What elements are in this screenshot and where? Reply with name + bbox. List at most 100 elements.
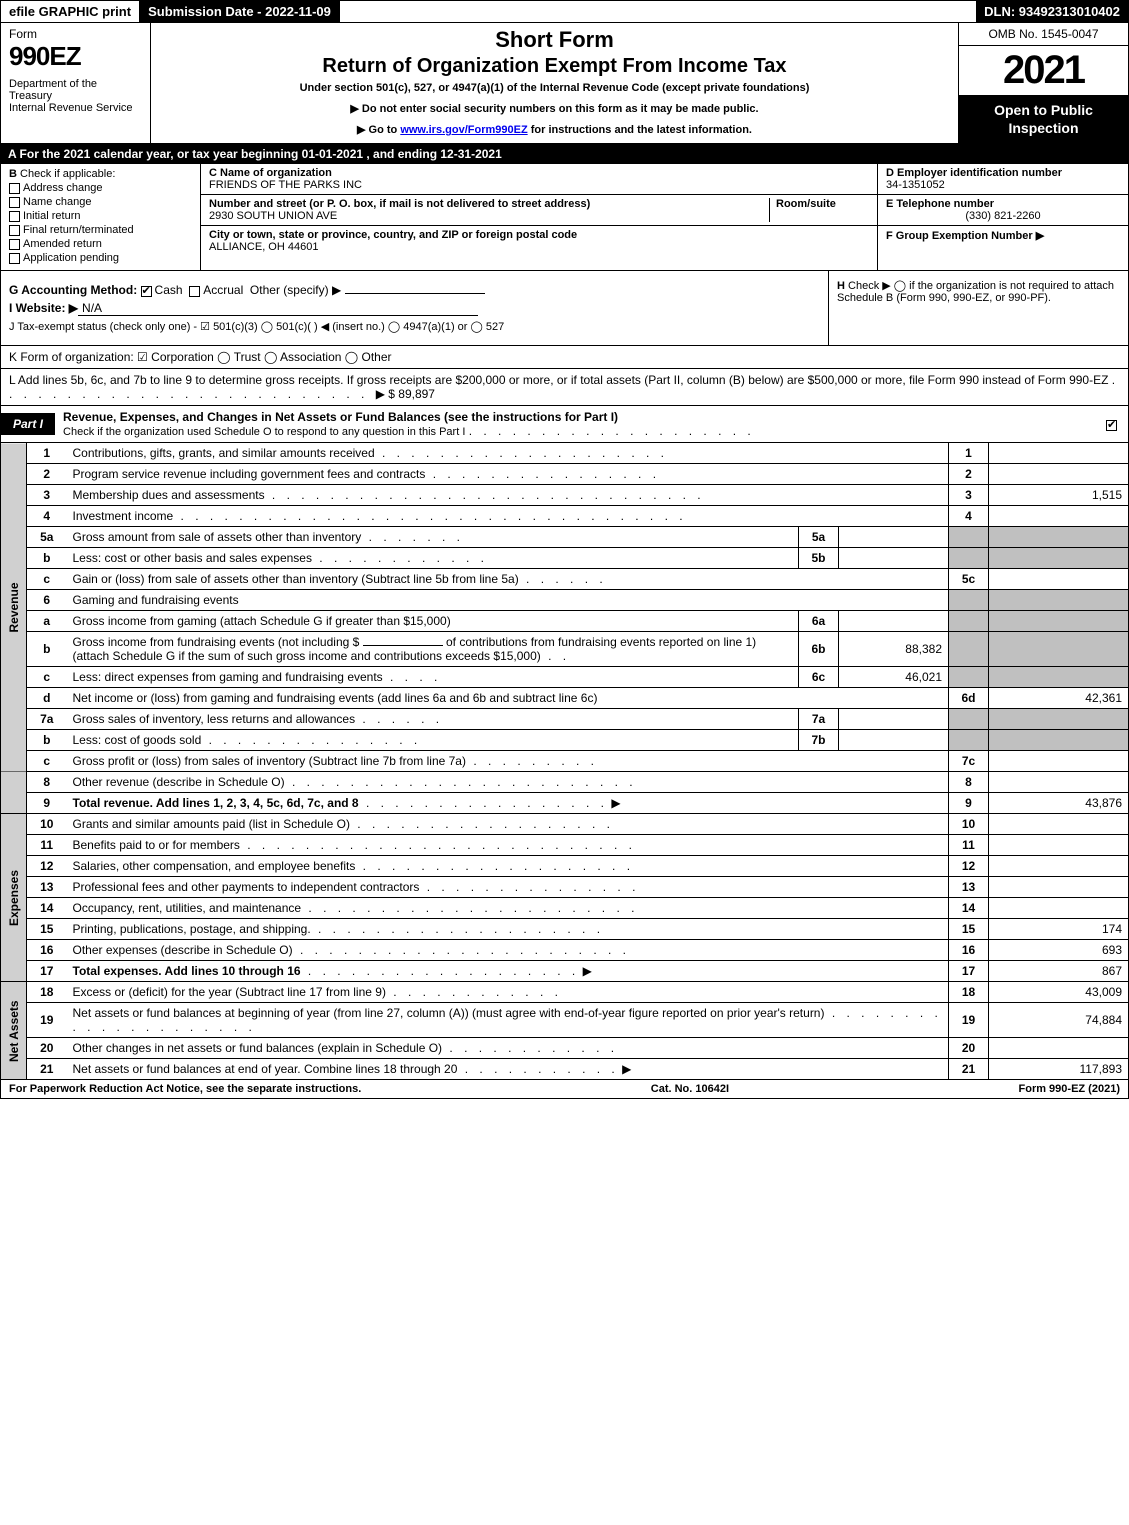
- ln6a-val: [989, 611, 1129, 632]
- efile-label[interactable]: efile GRAPHIC print: [1, 1, 140, 22]
- ln6a-num: a: [27, 611, 67, 632]
- ln18-rnum: 18: [949, 982, 989, 1003]
- subtitle: Under section 501(c), 527, or 4947(a)(1)…: [159, 82, 950, 94]
- chk-initial-return[interactable]: Initial return: [9, 210, 192, 222]
- ein-value: 34-1351052: [886, 179, 1120, 191]
- ln6d-desc: Net income or (loss) from gaming and fun…: [73, 691, 598, 705]
- topbar-spacer: [340, 1, 976, 22]
- ln2-desc: Program service revenue including govern…: [73, 467, 426, 481]
- ln17-rnum: 17: [949, 961, 989, 982]
- chk-name-change[interactable]: Name change: [9, 196, 192, 208]
- ln18-num: 18: [27, 982, 67, 1003]
- ln5a-desc: Gross amount from sale of assets other t…: [73, 530, 362, 544]
- ln6c-num: c: [27, 667, 67, 688]
- note-ssn: ▶ Do not enter social security numbers o…: [159, 102, 950, 115]
- other-label: Other (specify) ▶: [250, 283, 341, 297]
- chk-address-change[interactable]: Address change: [9, 182, 192, 194]
- ln19-rnum: 19: [949, 1003, 989, 1038]
- ln6b-desc1: Gross income from fundraising events (no…: [73, 635, 360, 649]
- ln6a-sv: [839, 611, 949, 632]
- ln8-desc: Other revenue (describe in Schedule O): [73, 775, 285, 789]
- ln19-val: 74,884: [989, 1003, 1129, 1038]
- part1-label: Part I: [1, 413, 55, 435]
- ln6b-sv: 88,382: [839, 632, 949, 667]
- chk-accrual[interactable]: [189, 286, 200, 297]
- ln5b-val: [989, 548, 1129, 569]
- row-a-tax-year: A For the 2021 calendar year, or tax yea…: [0, 144, 1129, 164]
- ln9-arrow: ▶: [611, 796, 620, 810]
- row-k: K Form of organization: ☑ Corporation ◯ …: [0, 346, 1129, 369]
- ln17-desc: Total expenses. Add lines 10 through 16: [73, 964, 301, 978]
- ln15-val: 174: [989, 919, 1129, 940]
- ln12-desc: Salaries, other compensation, and employ…: [73, 859, 356, 873]
- chk-application-pending[interactable]: Application pending: [9, 252, 192, 264]
- revenue-tab-cont: [1, 772, 27, 814]
- ln10-rnum: 10: [949, 814, 989, 835]
- dln-label: DLN: 93492313010402: [976, 1, 1128, 22]
- ln17-arrow: ▶: [583, 964, 592, 978]
- ln6b-blank[interactable]: [363, 645, 443, 646]
- ln6d-val: 42,361: [989, 688, 1129, 709]
- ln5c-desc: Gain or (loss) from sale of assets other…: [73, 572, 519, 586]
- ln6c-sl: 6c: [799, 667, 839, 688]
- ln5c-rnum: 5c: [949, 569, 989, 590]
- open-public-badge: Open to Public Inspection: [959, 95, 1128, 143]
- accrual-label: Accrual: [203, 283, 243, 297]
- ln6b-rnum: [949, 632, 989, 667]
- accounting-method: G Accounting Method: Cash Accrual Other …: [9, 283, 820, 297]
- ln2-val: [989, 464, 1129, 485]
- ln2-rnum: 2: [949, 464, 989, 485]
- part1-table: Revenue 1 Contributions, gifts, grants, …: [0, 443, 1129, 1080]
- b-check-if: Check if applicable:: [20, 168, 115, 180]
- ln14-rnum: 14: [949, 898, 989, 919]
- ln17-val: 867: [989, 961, 1129, 982]
- ln6-num: 6: [27, 590, 67, 611]
- h-text: Check ▶ ◯ if the organization is not req…: [837, 280, 1114, 304]
- ln9-desc: Total revenue. Add lines 1, 2, 3, 4, 5c,…: [73, 796, 359, 810]
- top-bar: efile GRAPHIC print Submission Date - 20…: [0, 0, 1129, 23]
- ein-label: D Employer identification number: [886, 167, 1120, 179]
- ln19-num: 19: [27, 1003, 67, 1038]
- ln21-num: 21: [27, 1059, 67, 1080]
- ln20-val: [989, 1038, 1129, 1059]
- ln6c-rnum: [949, 667, 989, 688]
- ln4-num: 4: [27, 506, 67, 527]
- ln7c-val: [989, 751, 1129, 772]
- revenue-tab: Revenue: [1, 443, 27, 772]
- chk-final-return[interactable]: Final return/terminated: [9, 224, 192, 236]
- part1-checkbox[interactable]: [1098, 413, 1128, 435]
- ln6a-rnum: [949, 611, 989, 632]
- h-label: H: [837, 280, 845, 292]
- chk-amended-return[interactable]: Amended return: [9, 238, 192, 250]
- ln5a-sl: 5a: [799, 527, 839, 548]
- ln7a-num: 7a: [27, 709, 67, 730]
- ln5a-val: [989, 527, 1129, 548]
- irs-link[interactable]: www.irs.gov/Form990EZ: [400, 124, 527, 136]
- ln7b-val: [989, 730, 1129, 751]
- l-text: L Add lines 5b, 6c, and 7b to line 9 to …: [9, 373, 1108, 387]
- ln7b-rnum: [949, 730, 989, 751]
- ln15-rnum: 15: [949, 919, 989, 940]
- ln10-num: 10: [27, 814, 67, 835]
- ln12-num: 12: [27, 856, 67, 877]
- chk-final-return-label: Final return/terminated: [23, 224, 134, 236]
- form-number: 990EZ: [9, 41, 142, 72]
- ln7a-rnum: [949, 709, 989, 730]
- ln7b-sl: 7b: [799, 730, 839, 751]
- submission-date: Submission Date - 2022-11-09: [140, 1, 340, 22]
- website-label: I Website: ▶: [9, 301, 78, 315]
- ln10-desc: Grants and similar amounts paid (list in…: [73, 817, 350, 831]
- ln13-num: 13: [27, 877, 67, 898]
- other-specify-input[interactable]: [345, 293, 485, 294]
- chk-cash[interactable]: [141, 286, 152, 297]
- ln7c-desc: Gross profit or (loss) from sales of inv…: [73, 754, 466, 768]
- ln4-val: [989, 506, 1129, 527]
- short-form-title: Short Form: [159, 27, 950, 53]
- ln5b-num: b: [27, 548, 67, 569]
- ln3-val: 1,515: [989, 485, 1129, 506]
- chk-initial-return-label: Initial return: [23, 210, 80, 222]
- note-link: ▶ Go to www.irs.gov/Form990EZ for instru…: [159, 123, 950, 136]
- city-value: ALLIANCE, OH 44601: [209, 241, 869, 253]
- ln6-rnum: [949, 590, 989, 611]
- ln6c-sv: 46,021: [839, 667, 949, 688]
